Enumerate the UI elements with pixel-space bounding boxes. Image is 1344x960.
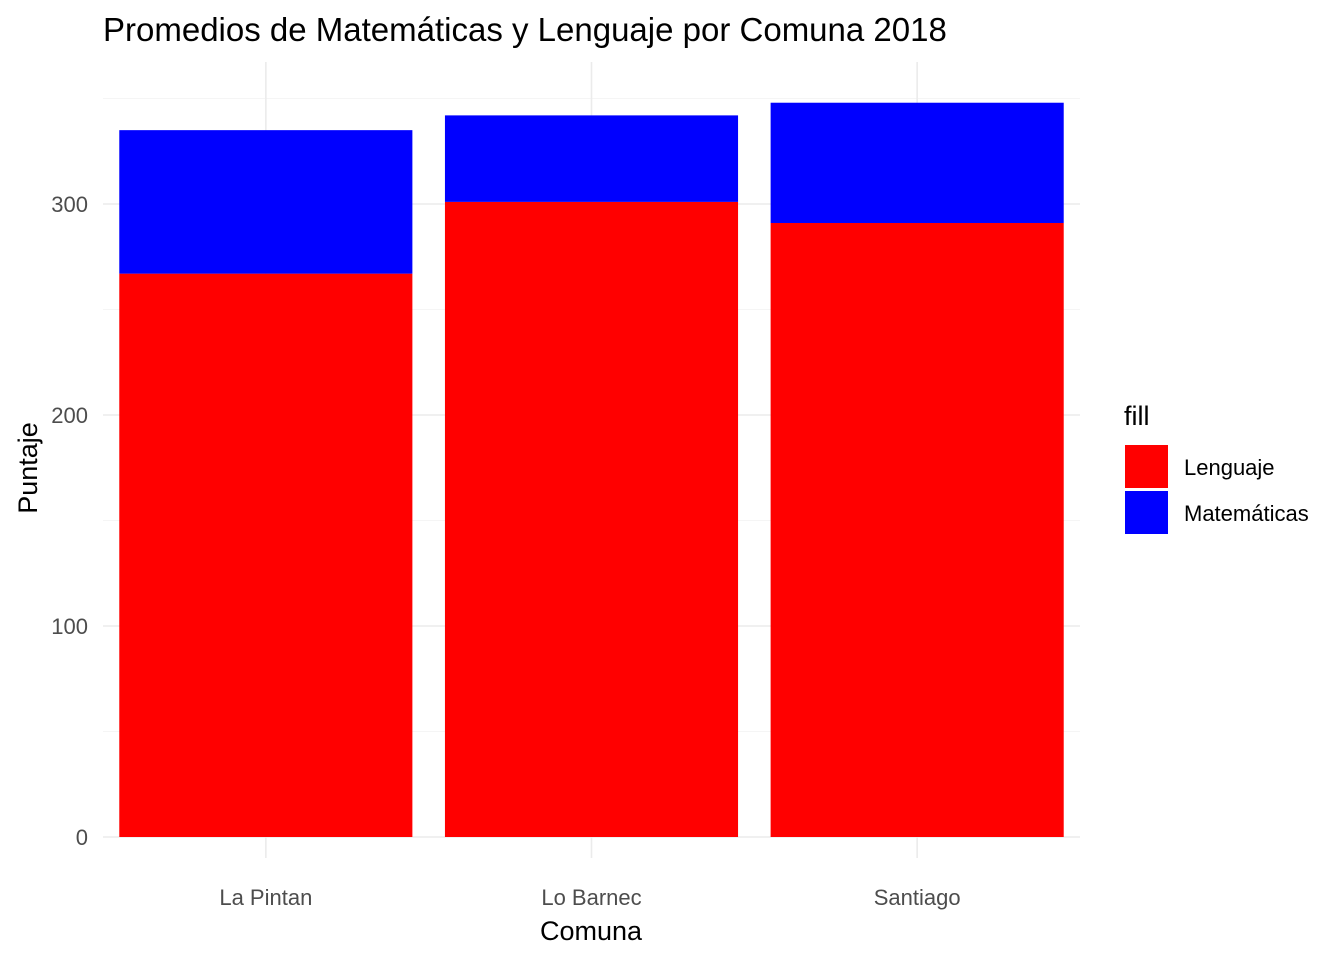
legend-title: fill [1124, 401, 1150, 431]
bar-lenguaje [770, 222, 1064, 838]
y-tick-label: 0 [76, 825, 88, 850]
x-axis-title: Comuna [540, 916, 643, 946]
y-tick-label: 300 [51, 192, 88, 217]
legend-label: Matemáticas [1184, 501, 1309, 526]
bars [119, 102, 1064, 838]
y-tick-label: 100 [51, 614, 88, 639]
x-axis-ticks: La Pintan Lo Barnec Santiago [219, 885, 960, 910]
x-tick-label: Lo Barnec [541, 885, 641, 910]
x-tick-label: La Pintan [219, 885, 312, 910]
x-tick-label: Santiago [874, 885, 961, 910]
legend-items: Lenguaje Matemáticas [1125, 445, 1309, 534]
legend-label: Lenguaje [1184, 455, 1275, 480]
bar-matem-ticas [444, 115, 739, 202]
y-tick-label: 200 [51, 403, 88, 428]
bar-matem-ticas [119, 130, 413, 274]
legend: fill Lenguaje Matemáticas [1124, 401, 1309, 534]
y-axis-title: Puntaje [13, 422, 43, 514]
y-axis-ticks: 0 100 200 300 [51, 192, 88, 850]
bar-lenguaje [444, 201, 739, 837]
chart-title: Promedios de Matemáticas y Lenguaje por … [103, 11, 947, 48]
bar-lenguaje [119, 273, 413, 837]
bar-matem-ticas [770, 102, 1064, 223]
legend-swatch [1125, 491, 1168, 534]
legend-swatch [1125, 445, 1168, 488]
